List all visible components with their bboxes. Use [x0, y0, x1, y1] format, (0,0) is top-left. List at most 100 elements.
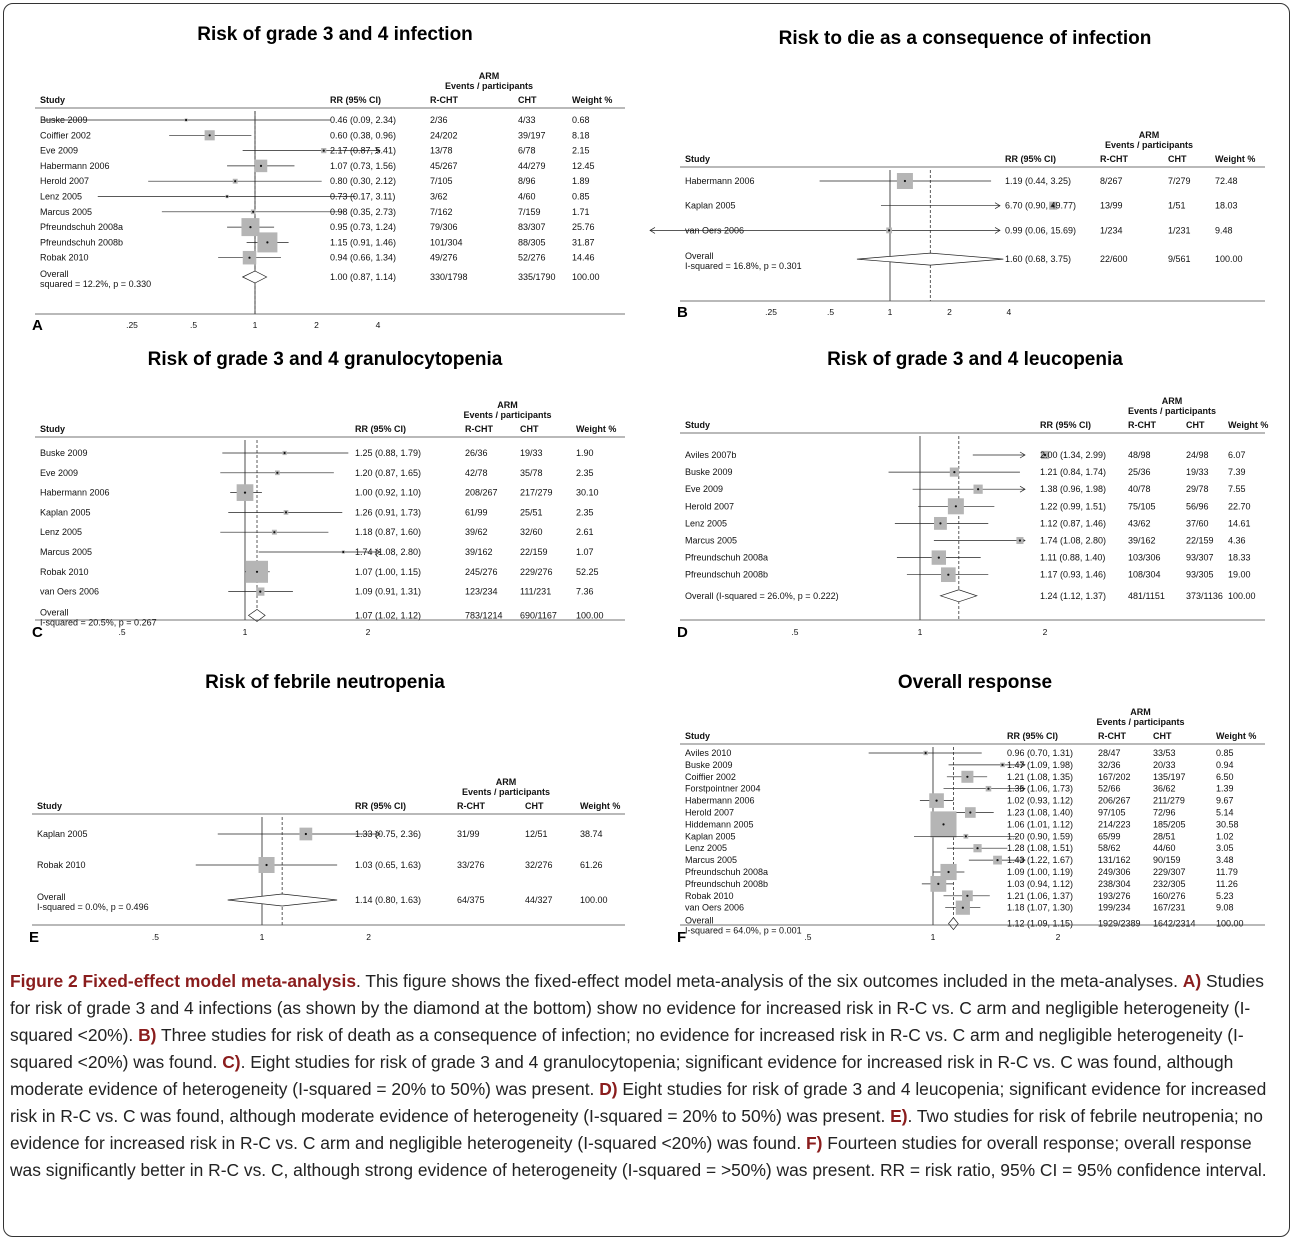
overall-rr: 1.00 (0.87, 1.14) — [330, 272, 396, 282]
forest-plot-panel-c: Risk of grade 3 and 4 granulocytopenia AR… — [32, 349, 625, 641]
overall-rr: 1.24 (1.12, 1.37) — [1040, 591, 1106, 601]
weight-value: 7.55 — [1228, 484, 1246, 494]
x-tick-label: .25 — [765, 307, 777, 317]
panel-b-study-row: Kaplan 2005 6.70 (0.90, 49.77) 13/99 1/51 18… — [685, 201, 1238, 211]
panel-a-header-weight: Weight % — [572, 95, 612, 105]
panel-c-study-row: Kaplan 2005 1.26 (0.91, 1.73) 61/99 25/51 2.… — [40, 507, 594, 517]
point-estimate — [259, 164, 263, 167]
panel-d-study-row: Lenz 2005 1.12 (0.87, 1.46) 43/62 37/60 14.6… — [685, 516, 1251, 530]
ci-arrow-left — [649, 227, 656, 234]
caption-text-b: Three studies for risk of death as a con… — [10, 1025, 1244, 1072]
point-estimate — [888, 229, 891, 232]
panel-e-header-arm: ARM — [496, 777, 517, 787]
weight-value: 30.10 — [576, 488, 599, 498]
rcht-value: 75/105 — [1128, 501, 1156, 511]
overall-weight: 100.00 — [1215, 254, 1243, 264]
weight-value: 5.23 — [1216, 891, 1234, 901]
rr-value: 1.26 (0.91, 1.73) — [355, 507, 421, 517]
overall-diamond — [939, 589, 978, 603]
cht-value: 32/60 — [520, 527, 543, 537]
overall-rcht: 330/1798 — [430, 272, 468, 282]
point-estimate — [987, 787, 990, 790]
caption-text-a: Studies for risk of grade 3 and 4 infect… — [10, 971, 1264, 1045]
point-estimate — [322, 149, 325, 152]
weight-value: 1.89 — [572, 176, 590, 186]
rcht-value: 3/62 — [430, 192, 448, 202]
weight-value: 19.00 — [1228, 570, 1251, 580]
study-name: Robak 2010 — [37, 860, 86, 870]
caption-label-b: B) — [138, 1025, 157, 1045]
rr-value: 1.02 (0.93, 1.12) — [1007, 796, 1073, 806]
rcht-value: 131/162 — [1098, 855, 1131, 865]
forest-plot-panel-b: Risk to die as a consequence of infectio… — [649, 28, 1265, 321]
x-tick-label: 1 — [888, 307, 893, 317]
panel-f-study-row: Marcus 2005 1.43 (1.22, 1.67) 131/162 90/15… — [685, 855, 1234, 865]
x-tick-label: 1 — [260, 932, 265, 942]
x-tick-label: .5 — [118, 627, 125, 637]
panel-f-study-row: Pfreundschuh 2008a 1.09 (1.00, 1.19) 249/3… — [685, 863, 1238, 881]
panel-d-study-row: Marcus 2005 1.74 (1.08, 2.80) 39/162 22/159… — [685, 536, 1246, 546]
rr-value: 1.12 (0.87, 1.46) — [1040, 518, 1106, 528]
overall-weight: 100.00 — [1216, 919, 1244, 929]
ci-arrow-right — [1019, 856, 1026, 864]
x-tick-label: 2 — [366, 627, 371, 637]
panel-c-letter: C — [32, 624, 43, 641]
panel-f-study-row: Robak 2010 1.21 (1.06, 1.37) 193/276 160/27… — [685, 890, 1234, 902]
point-estimate — [265, 863, 268, 867]
study-name: Pfreundschuh 2008a — [40, 222, 123, 232]
cht-value: 22/159 — [1186, 536, 1214, 546]
overall-rcht: 22/600 — [1100, 254, 1128, 264]
panel-f-title: Overall response — [898, 672, 1052, 693]
rcht-value: 13/99 — [1100, 201, 1123, 211]
ci-arrow-right — [994, 227, 1001, 234]
study-name: Buske 2009 — [685, 467, 733, 477]
x-tick-label: .5 — [152, 932, 159, 942]
point-estimate — [996, 859, 999, 862]
cht-value: 93/307 — [1186, 553, 1214, 563]
point-estimate — [276, 471, 279, 474]
rcht-value: 52/66 — [1098, 784, 1121, 794]
study-name: Kaplan 2005 — [685, 201, 736, 211]
point-estimate — [283, 451, 286, 455]
rr-value: 1.25 (0.88, 1.79) — [355, 448, 421, 458]
rcht-value: 108/304 — [1128, 570, 1161, 580]
study-name: Hiddemann 2005 — [685, 819, 754, 829]
weight-value: 30.58 — [1216, 819, 1239, 829]
point-estimate — [977, 488, 980, 491]
x-tick-label: 2 — [314, 320, 319, 330]
weight-value: 9.67 — [1216, 796, 1234, 806]
panel-d-header-cht: CHT — [1186, 420, 1205, 430]
panel-a-study-row: Lenz 2005 0.73 (0.17, 3.11) 3/62 4/60 0.85 — [40, 192, 590, 202]
study-name: Lenz 2005 — [685, 518, 727, 528]
overall-label: Overall — [40, 607, 69, 617]
caption-text-e: . Two studies for risk of febrile neutro… — [10, 1106, 1263, 1153]
overall-label: Overall (I-squared = 26.0%, p = 0.222) — [685, 591, 839, 601]
figure-caption: Figure 2 Fixed-effect model meta-analysi… — [10, 968, 1282, 1184]
overall-cht: 335/1790 — [518, 272, 556, 282]
overall-rcht: 481/1151 — [1128, 591, 1165, 601]
point-estimate — [185, 118, 188, 122]
x-tick-label: 2 — [1056, 932, 1061, 942]
rcht-value: 48/98 — [1128, 450, 1151, 460]
cht-value: 217/279 — [520, 488, 553, 498]
study-name: Herold 2007 — [685, 501, 734, 511]
panel-c-study-row: Robak 2010 1.07 (1.00, 1.15) 245/276 229/27… — [40, 560, 599, 583]
panel-a-header-study: Study — [40, 95, 65, 105]
cht-value: 36/62 — [1153, 784, 1176, 794]
study-name: Forstpointner 2004 — [685, 784, 761, 794]
point-estimate — [1001, 763, 1004, 766]
panel-e-header-events: Events / participants — [462, 787, 550, 797]
heterogeneity-label: I-squared = 20.5%, p = 0.267 — [40, 617, 157, 627]
rcht-value: 103/306 — [1128, 553, 1161, 563]
rr-value: 1.20 (0.87, 1.65) — [355, 468, 421, 478]
point-estimate — [953, 471, 956, 474]
rr-value: 1.33 (0.75, 2.36) — [355, 829, 421, 839]
panel-e-letter: E — [29, 929, 39, 946]
weight-value: 2.15 — [572, 146, 590, 156]
study-name: Herold 2007 — [40, 176, 89, 186]
weight-value: 4.36 — [1228, 536, 1246, 546]
caption-text-d: Eight studies for risk of grade 3 and 4 … — [10, 1079, 1267, 1126]
panel-f-study-row: Hiddemann 2005 1.06 (1.01, 1.12) 214/223 18… — [685, 811, 1239, 838]
study-name: Pfreundschuh 2008a — [685, 553, 768, 563]
